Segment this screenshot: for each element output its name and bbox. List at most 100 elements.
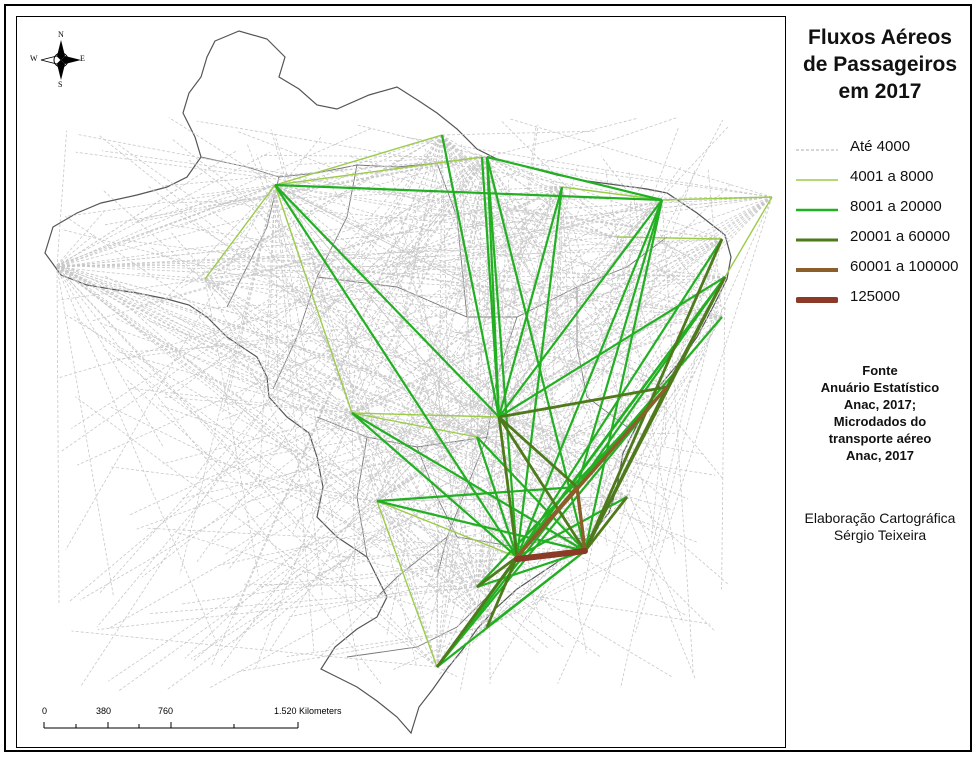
flow-line-light	[100, 322, 353, 414]
flow-line-light	[561, 186, 726, 278]
flow-line-light	[351, 336, 358, 414]
flow-line-light	[461, 142, 478, 588]
flow-line-light	[180, 215, 628, 498]
flow-line-light	[204, 278, 586, 552]
flow-line-light	[441, 130, 596, 136]
flow-line-light	[227, 412, 353, 571]
flow-line-light	[351, 183, 439, 414]
flow-line-light	[115, 317, 586, 552]
flow-line-light	[317, 196, 773, 660]
flow-line-light	[56, 264, 541, 655]
flow-line-light	[56, 264, 586, 552]
flow-line-light	[498, 416, 651, 459]
flow-line-60001-100000	[575, 486, 587, 552]
flow-line-light	[56, 188, 179, 268]
flow-line-light	[387, 219, 518, 558]
flow-line-light	[616, 236, 668, 388]
flow-line-light	[56, 266, 688, 617]
flow-line-light	[131, 156, 483, 224]
flow-line-light	[269, 386, 668, 592]
flow-line-light	[376, 201, 488, 502]
flow-line-light	[351, 196, 773, 414]
flow-line-light	[288, 550, 586, 618]
flow-line-light	[475, 153, 723, 240]
flow-line-light	[441, 134, 586, 552]
flow-line-light	[486, 550, 626, 628]
flow-line-light	[158, 186, 563, 394]
flow-line-light	[462, 196, 773, 201]
source-heading: Fonte	[862, 363, 898, 378]
flow-line-light	[167, 156, 488, 399]
legend-item-60001-100000: 60001 a 100000	[792, 256, 972, 280]
scale-label-760: 760	[158, 706, 174, 716]
flow-line-light	[616, 236, 676, 554]
flow-line-light	[56, 266, 490, 599]
flow-line-light	[376, 359, 601, 502]
flow-line-light	[200, 156, 488, 196]
flow-line-light	[190, 316, 723, 660]
flow-line-light	[274, 184, 453, 429]
flow-line-light	[108, 416, 500, 682]
flow-line-light	[317, 386, 668, 576]
flow-line-light	[56, 266, 500, 418]
flow-line-light	[476, 250, 580, 438]
flow-line-light	[163, 396, 353, 414]
flow-line-light	[166, 276, 726, 691]
flow-line-light	[204, 134, 443, 280]
legend-item-125000: 125000	[792, 286, 972, 310]
state-border	[436, 162, 468, 318]
flow-line-light	[56, 151, 271, 266]
flow-line-light	[207, 156, 483, 207]
flow-line-8001-20000	[516, 238, 723, 558]
flow-line-light	[436, 543, 583, 668]
flow-line-light	[486, 156, 556, 211]
flow-line-light	[437, 496, 628, 676]
flow-line-light	[56, 266, 438, 668]
flow-line-light	[263, 196, 773, 630]
flow-line-light	[146, 527, 586, 552]
flow-line-light	[341, 134, 443, 298]
title-line-1: Fluxos Aéreos	[808, 26, 952, 49]
state-border	[316, 416, 488, 448]
state-border	[376, 536, 448, 598]
flow-line-light	[274, 184, 279, 410]
flow-line-light	[204, 117, 678, 280]
flow-line-light	[181, 556, 518, 605]
flow-line-light	[101, 150, 723, 240]
flow-line-light	[214, 238, 723, 543]
flow-line-light	[257, 556, 518, 588]
flow-line-light	[351, 238, 723, 414]
flow-line-light	[221, 184, 276, 415]
flow-line-light	[56, 199, 663, 379]
flow-line-light	[351, 412, 356, 604]
flow-line-light	[362, 347, 500, 418]
scale-label-1520: 1.520 Kilometers	[274, 706, 342, 716]
flow-line-light	[190, 276, 726, 310]
flow-line-light	[436, 666, 458, 677]
legend-label: Até 4000	[850, 138, 911, 155]
flow-line-20001-60000	[498, 415, 578, 489]
flow-line-light	[481, 156, 696, 680]
flow-line-light	[351, 276, 726, 414]
flow-line-light	[561, 186, 578, 488]
flow-line-8001-20000	[480, 156, 501, 418]
flow-line-light	[351, 199, 663, 414]
flow-line-light	[56, 264, 599, 450]
flow-line-4001-8000	[274, 184, 353, 414]
flow-line-20001-60000	[583, 238, 724, 552]
flow-line-light	[296, 436, 478, 487]
flow-line-8001-20000	[486, 155, 663, 202]
flow-line-light	[486, 180, 510, 628]
flow-line-8001-20000	[498, 199, 663, 418]
flow-line-light	[421, 316, 723, 607]
compass-w: W	[30, 54, 38, 63]
flow-line-light	[504, 276, 726, 452]
flow-line-light	[436, 156, 483, 668]
flow-line-light	[274, 184, 323, 597]
flow-line-4001-8000	[274, 134, 443, 186]
legend-label: 20001 a 60000	[850, 228, 951, 245]
flow-line-light	[651, 386, 668, 538]
flow-line-light	[296, 156, 488, 165]
flow-line-light	[274, 184, 569, 320]
flow-line-light	[290, 199, 663, 292]
